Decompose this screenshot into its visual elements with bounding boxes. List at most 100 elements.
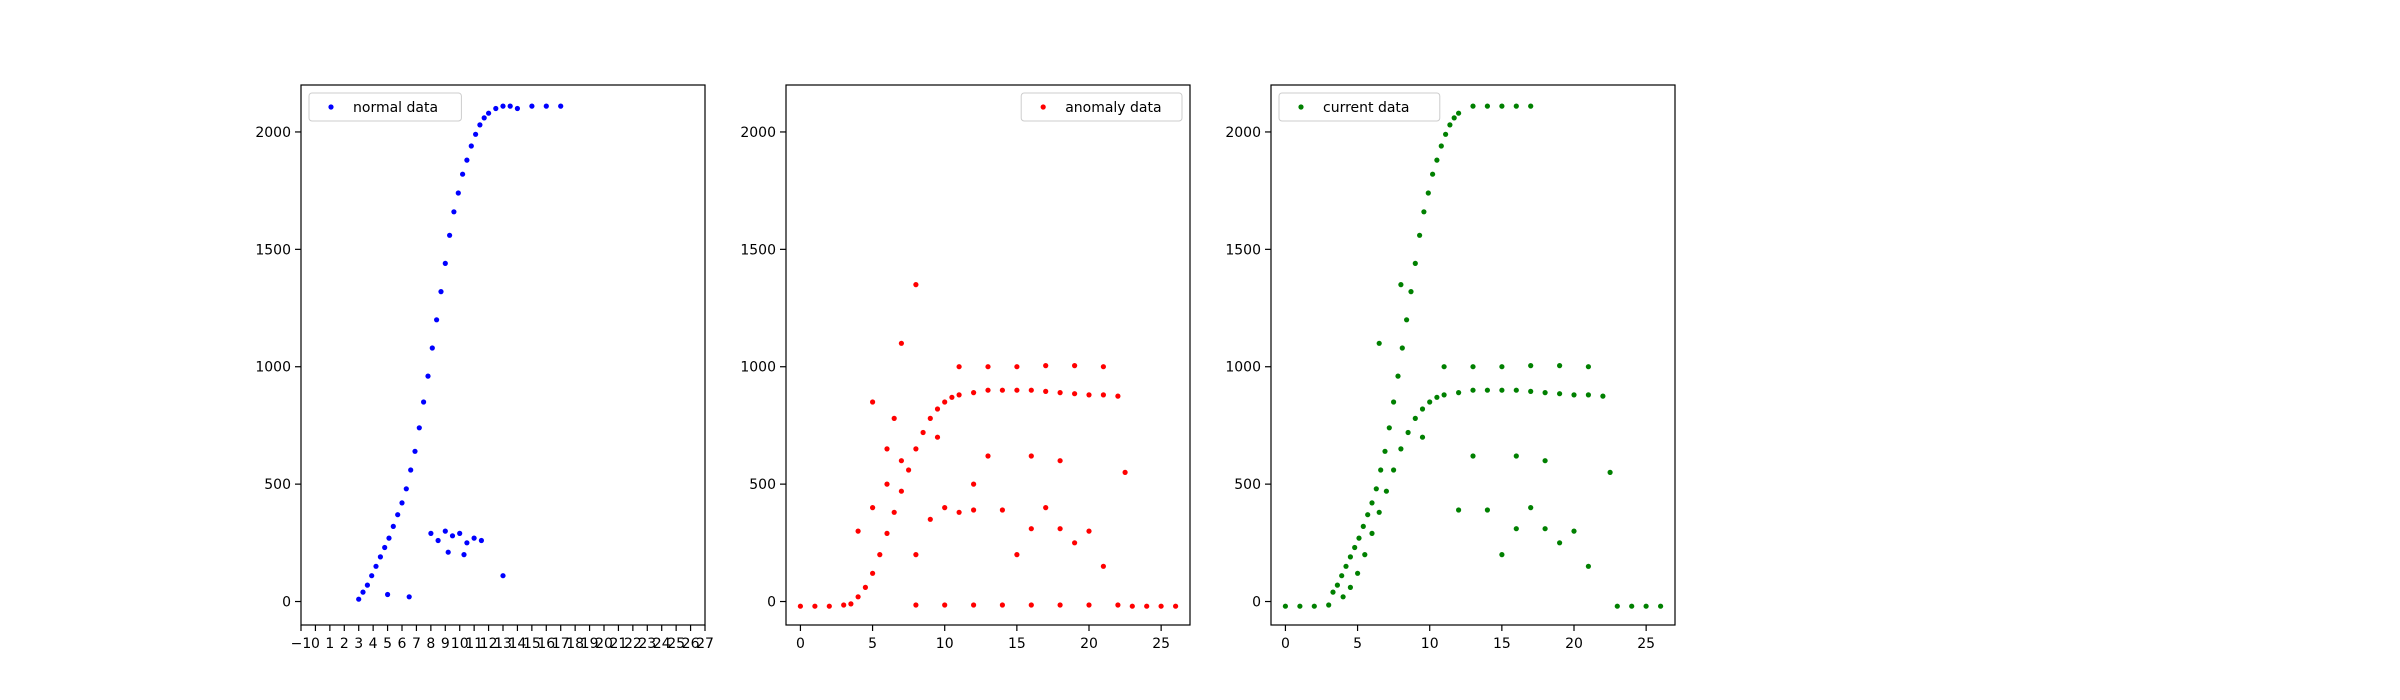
data-point — [382, 544, 388, 551]
data-point — [1014, 552, 1020, 558]
data-point — [507, 103, 513, 109]
data-point — [1347, 554, 1353, 560]
data-point — [1614, 603, 1620, 609]
data-point — [1408, 289, 1414, 295]
data-point — [1430, 171, 1436, 177]
data-point — [1419, 406, 1426, 412]
data-point — [877, 552, 883, 558]
x-tick-label: 23 — [638, 636, 656, 652]
data-point — [460, 171, 466, 177]
legend-box — [1278, 92, 1441, 122]
legend-box — [1020, 92, 1183, 122]
data-point — [1399, 345, 1405, 351]
data-point — [558, 103, 564, 109]
data-point — [971, 481, 977, 487]
data-point — [543, 103, 549, 109]
data-point — [913, 282, 919, 288]
x-tick-label: 26 — [682, 636, 700, 652]
data-point — [1115, 602, 1121, 608]
data-point — [942, 505, 948, 511]
data-point — [1456, 507, 1462, 513]
x-tick-label: 18 — [566, 636, 584, 652]
data-point — [500, 103, 506, 109]
data-point — [1607, 469, 1613, 475]
data-point — [927, 516, 933, 522]
data-point — [1028, 387, 1034, 393]
data-point — [360, 589, 366, 595]
data-point — [1028, 453, 1034, 459]
x-tick-label: 5 — [868, 636, 877, 652]
data-point — [1043, 505, 1049, 511]
legend-box — [308, 92, 462, 122]
y-tick-label: 2000 — [1225, 125, 1261, 141]
data-point — [1470, 364, 1476, 370]
data-point — [473, 131, 479, 137]
x-tick-label: 25 — [1152, 636, 1170, 652]
data-point — [1086, 602, 1092, 608]
data-point — [826, 603, 832, 609]
x-tick-label: 8 — [426, 636, 435, 652]
data-point — [1373, 486, 1379, 492]
data-point — [1100, 364, 1106, 370]
x-tick-label: 0 — [1281, 636, 1290, 652]
data-point — [481, 115, 487, 121]
data-point — [1365, 512, 1371, 518]
data-point — [942, 602, 948, 608]
data-point — [1028, 602, 1034, 608]
x-tick-label: 27 — [696, 636, 714, 652]
x-tick-label: 0 — [796, 636, 805, 652]
x-tick-label: 12 — [480, 636, 498, 652]
x-tick-label: 4 — [369, 636, 378, 652]
data-point — [438, 289, 444, 295]
x-tick-label: 14 — [509, 636, 527, 652]
data-point — [1434, 157, 1440, 163]
y-tick-label: 500 — [749, 477, 776, 493]
x-tick-label: 20 — [1565, 636, 1583, 652]
data-point — [1014, 387, 1020, 393]
data-point — [898, 488, 905, 494]
data-point — [442, 528, 448, 534]
data-point — [797, 603, 804, 609]
x-tick-label: 15 — [1493, 636, 1511, 652]
data-point — [1513, 387, 1519, 393]
data-point — [913, 602, 919, 608]
data-point — [468, 143, 474, 149]
data-point — [1443, 131, 1449, 137]
data-point — [1528, 505, 1534, 511]
data-point — [884, 530, 890, 537]
y-tick-label: 500 — [1234, 477, 1261, 493]
data-point — [1057, 526, 1063, 532]
data-point — [1456, 110, 1462, 116]
x-tick-label: 24 — [653, 636, 671, 652]
data-point — [1513, 526, 1519, 532]
data-point — [956, 392, 962, 398]
data-point — [942, 399, 948, 405]
data-point — [1425, 190, 1431, 196]
y-tick-label: 1000 — [1225, 360, 1261, 376]
data-point — [1557, 391, 1563, 397]
data-point — [1499, 103, 1505, 109]
data-point — [1557, 363, 1563, 369]
data-point — [1376, 509, 1382, 515]
data-point — [1144, 603, 1150, 609]
y-tick-label: 0 — [767, 595, 776, 611]
data-point — [1412, 260, 1418, 266]
data-point — [1122, 469, 1128, 475]
data-point — [464, 157, 470, 163]
data-point — [1484, 507, 1490, 513]
data-point — [927, 415, 933, 421]
data-point — [1391, 467, 1397, 473]
data-point — [1434, 394, 1440, 400]
data-point — [985, 364, 991, 370]
x-tick-label: 6 — [398, 636, 407, 652]
data-point — [1395, 373, 1401, 379]
data-point — [455, 190, 461, 196]
data-point — [1378, 467, 1384, 473]
data-point — [1557, 540, 1563, 546]
data-point — [971, 602, 977, 608]
data-point — [1369, 530, 1375, 537]
data-point — [1347, 584, 1353, 591]
data-point — [1129, 603, 1135, 609]
data-point — [399, 500, 405, 506]
x-tick-label: 0 — [311, 636, 320, 652]
